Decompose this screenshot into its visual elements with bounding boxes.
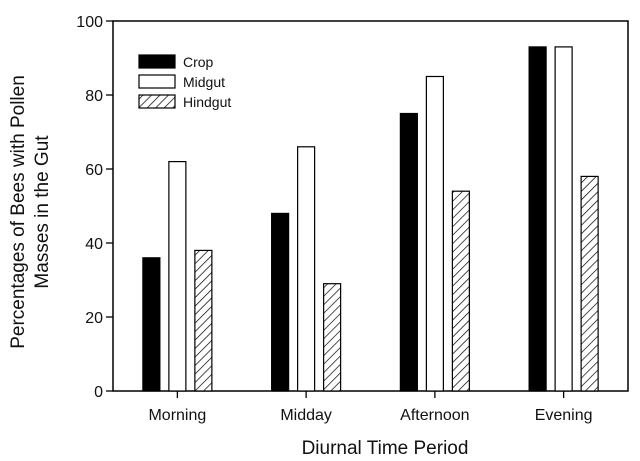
bar-hindgut-evening [581, 176, 598, 391]
bar-crop-afternoon [400, 114, 417, 392]
bar-hindgut-midday [324, 284, 341, 391]
bar-crop-midday [272, 213, 289, 391]
bar-midgut-afternoon [426, 77, 443, 392]
legend-label-midgut: Midgut [183, 74, 225, 90]
bar-midgut-midday [298, 147, 315, 391]
legend-swatch-hindgut [139, 95, 175, 108]
y-axis-title-line-1: Percentages of Bees with Pollen [8, 75, 29, 349]
legend-swatch-crop [139, 55, 175, 68]
bar-midgut-evening [555, 47, 572, 391]
x-tick-label-morning: Morning [148, 407, 206, 424]
legend-label-hindgut: Hindgut [183, 94, 231, 110]
y-tick-label: 100 [76, 14, 103, 31]
bar-midgut-morning [169, 162, 186, 391]
x-tick-label-afternoon: Afternoon [400, 407, 469, 424]
bar-crop-morning [143, 258, 160, 391]
y-tick-label: 20 [85, 310, 103, 327]
y-tick-label: 0 [94, 384, 103, 401]
bar-hindgut-afternoon [452, 191, 469, 391]
legend-label-crop: Crop [183, 54, 214, 70]
y-tick-label: 80 [85, 88, 103, 105]
x-tick-label-evening: Evening [535, 407, 593, 424]
y-tick-label: 40 [85, 236, 103, 253]
bar-crop-evening [529, 47, 546, 391]
x-tick-label-midday: Midday [280, 407, 332, 424]
y-tick-label: 60 [85, 162, 103, 179]
bar-hindgut-morning [195, 250, 212, 391]
legend-swatch-midgut [139, 75, 175, 88]
y-axis-title-line-2: Masses in the Gut [32, 135, 53, 289]
x-axis-title: Diurnal Time Period [302, 438, 469, 459]
